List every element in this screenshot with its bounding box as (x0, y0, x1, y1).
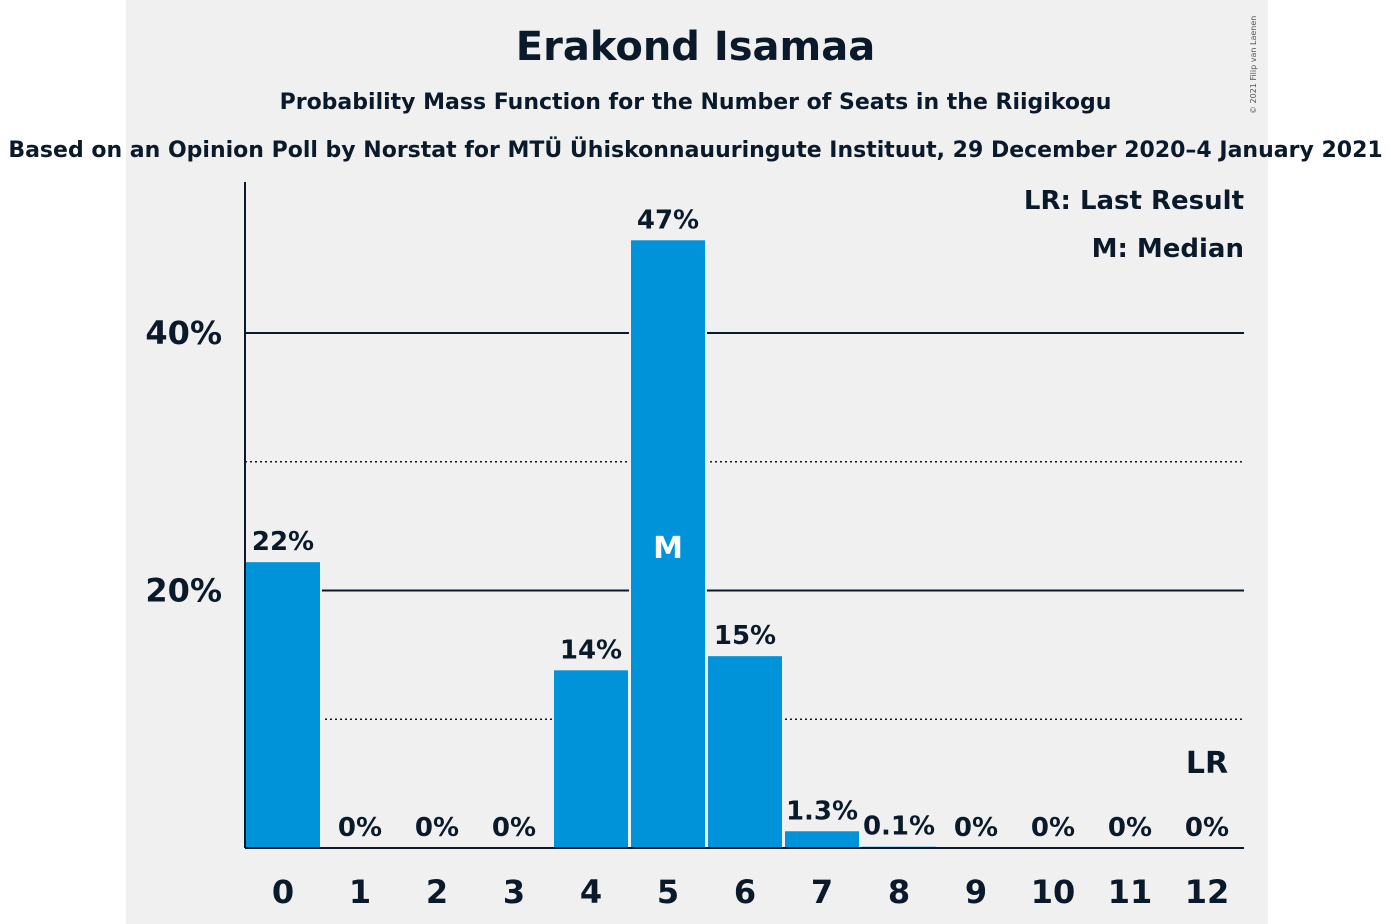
bar-seats-6 (708, 656, 782, 848)
bar-seats-5 (631, 240, 705, 849)
x-tick-label: 8 (888, 873, 910, 911)
x-tick-label: 9 (965, 873, 987, 911)
x-tick-label: 6 (734, 873, 756, 911)
x-tick-label: 5 (657, 873, 679, 911)
y-tick-label: 20% (145, 572, 222, 610)
value-label: 1.3% (786, 796, 858, 826)
value-labels: 22% 0 0% 1 0% 2 0% 3 14% 4 47% 5 M 15% 6 1.3% 7 0.1% 8 0% 9 0… (252, 201, 1229, 911)
value-label: 0% (338, 813, 382, 843)
x-tick-label: 11 (1108, 873, 1153, 911)
bar-seats-0 (246, 562, 320, 848)
value-label: 0% (954, 813, 998, 843)
x-tick-label: 0 (272, 873, 294, 911)
x-tick-label: 12 (1185, 873, 1230, 911)
value-label: 0% (1185, 813, 1229, 843)
value-label-bg (720, 617, 770, 652)
value-label: 22% (252, 527, 314, 557)
value-label-bg (867, 807, 931, 842)
bar-seats-4 (554, 670, 628, 848)
value-label-bg (258, 523, 308, 558)
chart-subtitle: Probability Mass Function for the Number… (279, 90, 1112, 115)
value-label: 0% (415, 813, 459, 843)
bar-seats-7 (785, 831, 859, 848)
value-label-bg (566, 631, 616, 666)
value-label: 0.1% (863, 812, 935, 842)
last-result-marker: LR (1186, 746, 1228, 781)
value-label: 15% (714, 621, 776, 651)
median-marker: M (653, 531, 683, 566)
y-tick-label: 40% (145, 314, 222, 352)
bars (244, 240, 938, 849)
x-tick-label: 10 (1031, 873, 1076, 911)
value-label: 0% (1108, 813, 1152, 843)
x-tick-label: 3 (503, 873, 525, 911)
axes (244, 182, 1244, 849)
gridlines: 20% 40% (145, 314, 1244, 720)
legend-median: M: Median (1092, 234, 1244, 264)
value-label-bg (790, 792, 854, 827)
value-label: 0% (492, 813, 536, 843)
x-tick-label: 4 (580, 873, 602, 911)
value-label: 47% (637, 205, 699, 235)
chart-title: Erakond Isamaa (515, 24, 876, 70)
value-label: 0% (1031, 813, 1075, 843)
value-label-bg (643, 201, 693, 236)
x-tick-label: 7 (811, 873, 833, 911)
x-tick-label: 1 (349, 873, 371, 911)
legend-last-result: LR: Last Result (1024, 186, 1244, 216)
x-tick-label: 2 (426, 873, 448, 911)
chart-source: Based on an Opinion Poll by Norstat for … (8, 138, 1383, 163)
value-label: 14% (560, 635, 622, 665)
